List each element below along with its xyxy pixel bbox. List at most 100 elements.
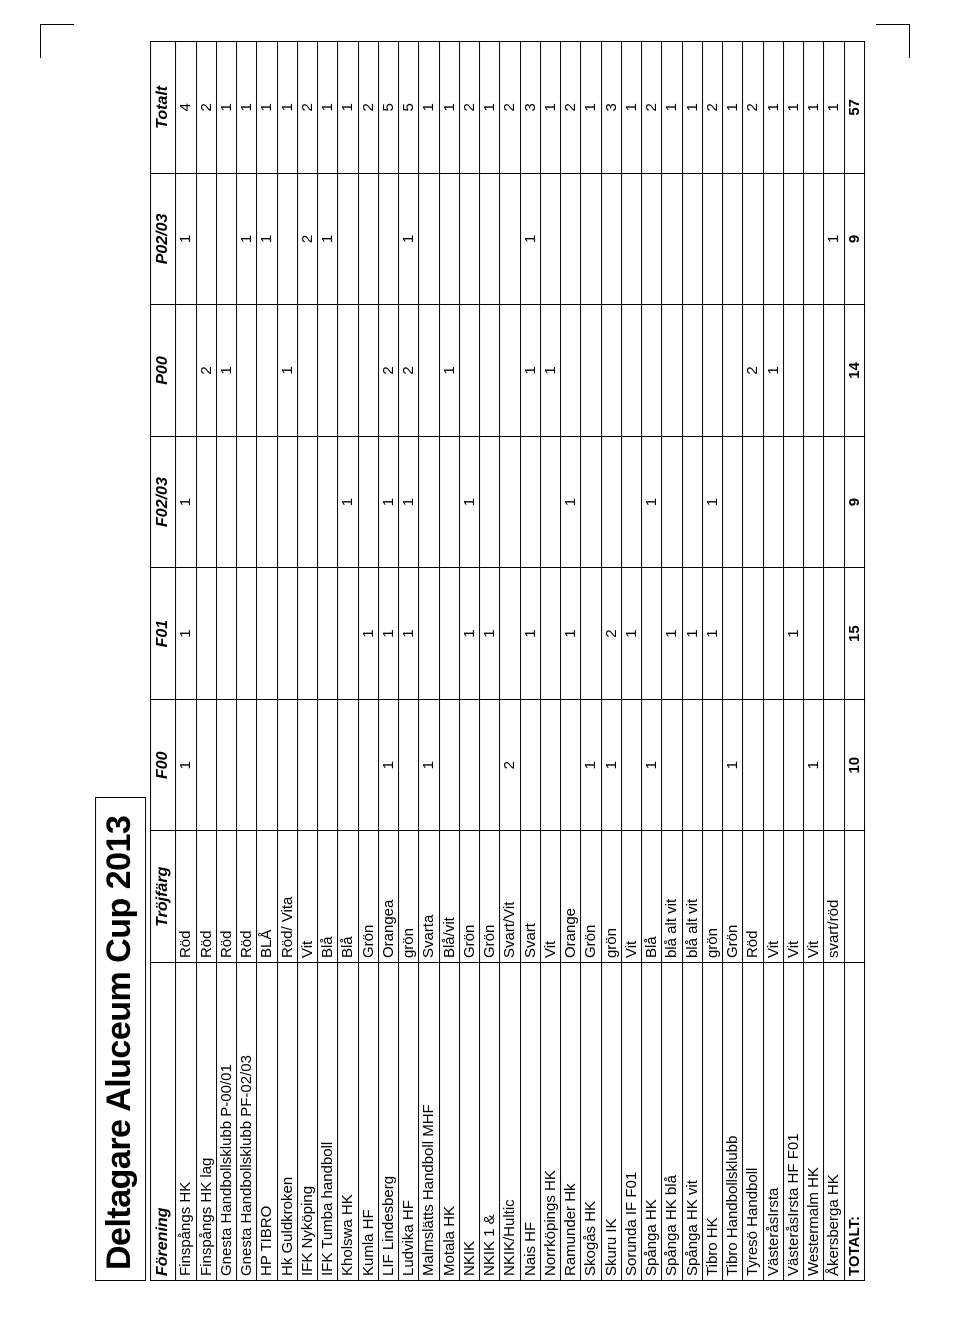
table-row: Hk GuldkrokenRöd/ Vita11	[277, 41, 297, 1280]
cell-value	[804, 173, 824, 305]
cell-value	[642, 304, 662, 436]
cell-value	[783, 304, 803, 436]
cell-value: 1	[824, 173, 844, 305]
cell-value	[196, 699, 216, 831]
cell-forening: Westermalm HK	[804, 962, 824, 1280]
cell-value	[662, 699, 682, 831]
cell-value	[621, 436, 641, 568]
col-p0203: P02/03	[151, 173, 176, 305]
table-row: VästeråsIrstaVit11	[763, 41, 783, 1280]
cell-value	[621, 304, 641, 436]
cell-value	[399, 699, 419, 831]
cell-value	[520, 699, 540, 831]
cell-value	[581, 304, 601, 436]
cell-trojfarg: svart/röd	[824, 830, 844, 962]
cell-value: 1	[216, 304, 236, 436]
cell-forening: Tyresö Handboll	[743, 962, 763, 1280]
cell-value	[459, 173, 479, 305]
crop-mark	[909, 24, 910, 58]
cell-value: 1	[277, 304, 297, 436]
cell-value: 1	[257, 173, 277, 305]
cell-value: 1	[520, 567, 540, 699]
cell-value	[601, 173, 621, 305]
cell-value	[216, 436, 236, 568]
cell-value	[743, 436, 763, 568]
cell-value	[439, 173, 459, 305]
cell-value: 1	[763, 41, 783, 173]
cell-trojfarg: Blå	[318, 830, 338, 962]
cell-value: 1	[176, 567, 196, 699]
totals-cell: 15	[844, 567, 864, 699]
crop-mark	[40, 24, 41, 58]
title-box: Deltagare Aluceum Cup 2013	[95, 796, 146, 1280]
cell-value: 1	[439, 41, 459, 173]
cell-value	[743, 699, 763, 831]
table-row: Tyresö HandbollRöd22	[743, 41, 763, 1280]
cell-value	[682, 436, 702, 568]
cell-value	[723, 567, 743, 699]
table-row: NKIKGrön112	[459, 41, 479, 1280]
cell-value	[257, 436, 277, 568]
cell-trojfarg: Vit	[763, 830, 783, 962]
cell-forening: Spånga HK vit	[682, 962, 702, 1280]
cell-forening: Spånga HK blå	[662, 962, 682, 1280]
table-row: Ramunder HkOrange112	[561, 41, 581, 1280]
cell-value	[459, 699, 479, 831]
cell-value	[621, 699, 641, 831]
cell-value	[257, 304, 277, 436]
cell-value	[804, 304, 824, 436]
cell-value	[318, 436, 338, 568]
cell-value: 1	[176, 436, 196, 568]
cell-forening: Tibro HK	[702, 962, 722, 1280]
col-f0203: F02/03	[151, 436, 176, 568]
cell-value	[378, 173, 398, 305]
cell-value	[662, 304, 682, 436]
cell-value	[216, 567, 236, 699]
cell-value: 1	[399, 436, 419, 568]
cell-value: 1	[216, 41, 236, 173]
cell-value: 1	[561, 567, 581, 699]
cell-value: 1	[723, 41, 743, 173]
totals-cell	[844, 830, 864, 962]
table-row: Kholswa HKBlå11	[338, 41, 358, 1280]
cell-value: 1	[642, 436, 662, 568]
cell-forening: Spånga HK	[642, 962, 662, 1280]
cell-value	[196, 567, 216, 699]
cell-trojfarg: blå alt vit	[682, 830, 702, 962]
cell-value	[804, 567, 824, 699]
cell-value: 1	[662, 41, 682, 173]
cell-value	[358, 173, 378, 305]
table-row: Motala HKBlå/vit11	[439, 41, 459, 1280]
cell-value: 1	[378, 567, 398, 699]
cell-value: 2	[196, 304, 216, 436]
cell-value	[500, 567, 520, 699]
cell-value	[702, 173, 722, 305]
cell-value	[277, 567, 297, 699]
cell-value: 1	[419, 699, 439, 831]
cell-value: 2	[642, 41, 662, 173]
cell-forening: VästeråsIrsta	[763, 962, 783, 1280]
table-row: Spånga HK vitblå alt vit11	[682, 41, 702, 1280]
cell-value: 1	[378, 436, 398, 568]
cell-value	[581, 567, 601, 699]
cell-value	[297, 699, 317, 831]
cell-value	[439, 436, 459, 568]
cell-value	[743, 173, 763, 305]
table-row: IFK Tumba handbollBlå11	[318, 41, 338, 1280]
page: Deltagare Aluceum Cup 2013 Förening Tröj…	[0, 0, 960, 1321]
cell-value	[642, 567, 662, 699]
cell-forening: VästeråsIrsta HF F01	[783, 962, 803, 1280]
cell-value	[540, 436, 560, 568]
cell-value	[723, 436, 743, 568]
cell-forening: Norrköpings HK	[540, 962, 560, 1280]
cell-trojfarg: Blå	[642, 830, 662, 962]
cell-value	[297, 567, 317, 699]
rotated-content: Deltagare Aluceum Cup 2013 Förening Tröj…	[95, 41, 865, 1281]
cell-value	[196, 436, 216, 568]
table-row: NKIK 1 &Grön11	[480, 41, 500, 1280]
cell-value	[682, 699, 702, 831]
cell-value: 1	[378, 699, 398, 831]
page-title: Deltagare Aluceum Cup 2013	[100, 815, 138, 1269]
cell-value: 1	[682, 41, 702, 173]
cell-value	[196, 173, 216, 305]
